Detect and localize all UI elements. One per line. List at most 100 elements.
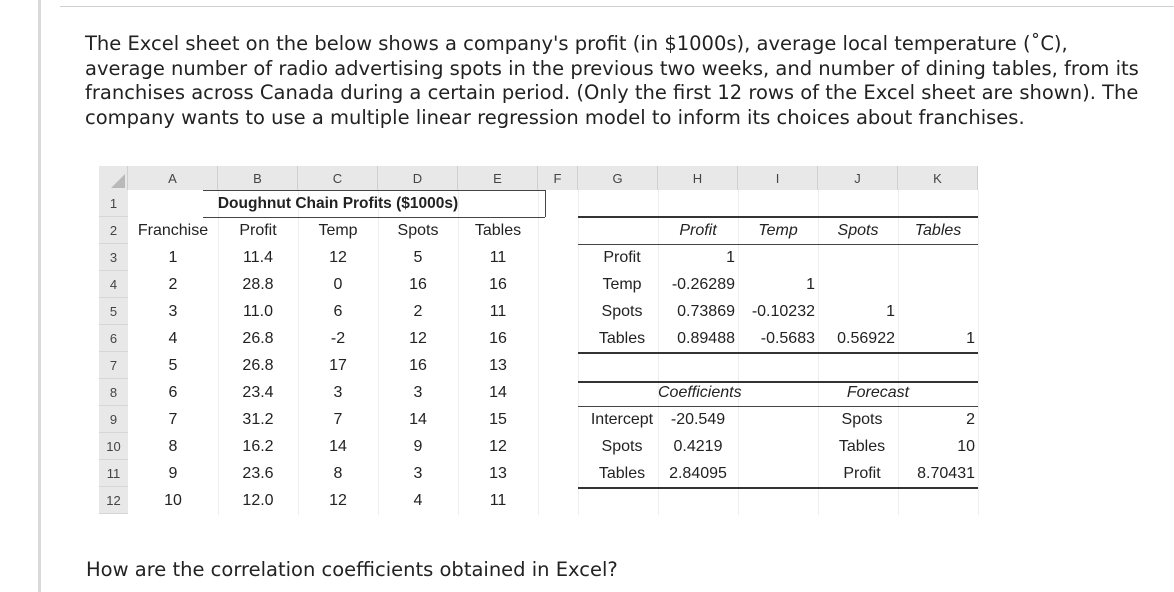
forecast-label: Spots bbox=[841, 411, 883, 428]
data-header: Franchise bbox=[137, 222, 209, 239]
data-cell: 9 bbox=[168, 465, 178, 482]
title-border-bottom bbox=[203, 217, 545, 218]
data-cell: 16.2 bbox=[242, 438, 274, 455]
data-cell: 16 bbox=[489, 330, 507, 347]
corr-value: 1 bbox=[726, 249, 735, 266]
row-header-2: 2 bbox=[99, 217, 128, 244]
data-cell: 26.8 bbox=[242, 357, 274, 374]
data-cell: 17 bbox=[329, 357, 347, 374]
row-header-6: 6 bbox=[99, 325, 128, 352]
sheet-title: Doughnut Chain Profits ($1000s) bbox=[217, 195, 459, 212]
data-cell: 11.0 bbox=[243, 303, 273, 320]
page-left-border bbox=[38, 0, 41, 592]
corr-row-label: Spots bbox=[601, 303, 643, 320]
coef-header: Coefficients bbox=[658, 384, 742, 401]
column-header-d: D bbox=[378, 166, 458, 190]
title-border-right bbox=[545, 190, 546, 217]
data-cell: 2 bbox=[413, 303, 423, 320]
corr-header: Profit bbox=[679, 222, 717, 239]
data-cell: -2 bbox=[330, 330, 346, 347]
column-header-e: E bbox=[458, 166, 538, 190]
data-cell: 10 bbox=[164, 492, 182, 509]
data-cell: 12 bbox=[329, 492, 347, 509]
data-cell: 6 bbox=[333, 303, 343, 320]
select-all-corner bbox=[99, 166, 128, 190]
forecast-border-top bbox=[818, 381, 978, 383]
data-cell: 13 bbox=[489, 465, 507, 482]
column-header-i: I bbox=[738, 166, 818, 190]
corr-header: Temp bbox=[758, 222, 798, 239]
corr-value: -0.5683 bbox=[760, 330, 815, 347]
data-cell: 4 bbox=[168, 330, 178, 347]
forecast-header-underline bbox=[818, 406, 978, 407]
data-cell: 11 bbox=[489, 303, 507, 320]
coef-header-underline bbox=[578, 406, 818, 407]
row-header-4: 4 bbox=[99, 271, 128, 298]
data-cell: 11 bbox=[489, 492, 507, 509]
data-cell: 16 bbox=[489, 276, 507, 293]
data-cell: 15 bbox=[489, 411, 507, 428]
coef-value: -20.549 bbox=[670, 411, 726, 428]
row-header-9: 9 bbox=[99, 406, 128, 433]
corr-row-label: Temp bbox=[602, 276, 642, 293]
data-cell: 23.4 bbox=[242, 384, 274, 401]
data-cell: 12 bbox=[489, 438, 507, 455]
corr-header: Tables bbox=[914, 222, 962, 239]
column-header-c: C bbox=[298, 166, 378, 190]
coef-border-top bbox=[578, 381, 818, 383]
data-cell: 3 bbox=[413, 384, 423, 401]
column-header-a: A bbox=[128, 166, 218, 190]
forecast-border-bottom bbox=[818, 487, 978, 489]
question-prompt: How are the correlation coefficients obt… bbox=[86, 558, 618, 581]
coef-border-bottom bbox=[578, 487, 818, 489]
corr-header: Spots bbox=[837, 222, 879, 239]
data-cell: 8 bbox=[168, 438, 178, 455]
data-cell: 5 bbox=[168, 357, 178, 374]
corr-row-label: Tables bbox=[598, 330, 646, 347]
coef-label: Intercept bbox=[590, 411, 654, 428]
data-cell: 4 bbox=[413, 492, 423, 509]
gridline bbox=[218, 190, 219, 515]
corr-header-underline bbox=[578, 244, 978, 245]
gridline bbox=[978, 190, 979, 515]
corr-value: 1 bbox=[966, 330, 975, 347]
data-cell: 5 bbox=[413, 249, 423, 266]
forecast-value: 10 bbox=[957, 438, 975, 455]
corr-value: -0.26289 bbox=[671, 276, 735, 293]
data-cell: 14 bbox=[489, 384, 507, 401]
page-top-divider bbox=[60, 6, 1174, 7]
row-header-7: 7 bbox=[99, 352, 128, 379]
data-cell: 12 bbox=[329, 249, 347, 266]
coef-label: Tables bbox=[598, 465, 646, 482]
forecast-value: 2 bbox=[966, 411, 975, 428]
data-cell: 3 bbox=[168, 303, 178, 320]
data-cell: 16 bbox=[409, 357, 427, 374]
data-cell: 12.0 bbox=[242, 492, 274, 509]
data-cell: 3 bbox=[333, 384, 343, 401]
row-header-10: 10 bbox=[99, 433, 128, 460]
forecast-header: Forecast bbox=[846, 384, 910, 401]
data-cell: 3 bbox=[413, 465, 423, 482]
data-cell: 12 bbox=[409, 330, 427, 347]
forecast-value: 8.70431 bbox=[917, 465, 975, 482]
forecast-label: Profit bbox=[843, 465, 881, 482]
gridline bbox=[378, 190, 379, 515]
gridline bbox=[538, 190, 539, 515]
corr-value: -0.10232 bbox=[751, 303, 815, 320]
data-header: Temp bbox=[318, 222, 358, 239]
corr-value: 1 bbox=[806, 276, 815, 293]
row-header-8: 8 bbox=[99, 379, 128, 406]
row-header-5: 5 bbox=[99, 298, 128, 325]
coef-value: 2.84095 bbox=[669, 465, 727, 482]
data-cell: 16 bbox=[409, 276, 427, 293]
corr-row-label: Profit bbox=[603, 249, 641, 266]
data-cell: 31.2 bbox=[242, 411, 274, 428]
data-cell: 13 bbox=[489, 357, 507, 374]
data-cell: 11.4 bbox=[243, 249, 273, 266]
data-cell: 6 bbox=[168, 384, 178, 401]
data-cell: 7 bbox=[333, 411, 343, 428]
data-cell: 8 bbox=[333, 465, 343, 482]
data-cell: 2 bbox=[168, 276, 178, 293]
data-cell: 11 bbox=[489, 249, 507, 266]
column-header-g: G bbox=[578, 166, 658, 190]
